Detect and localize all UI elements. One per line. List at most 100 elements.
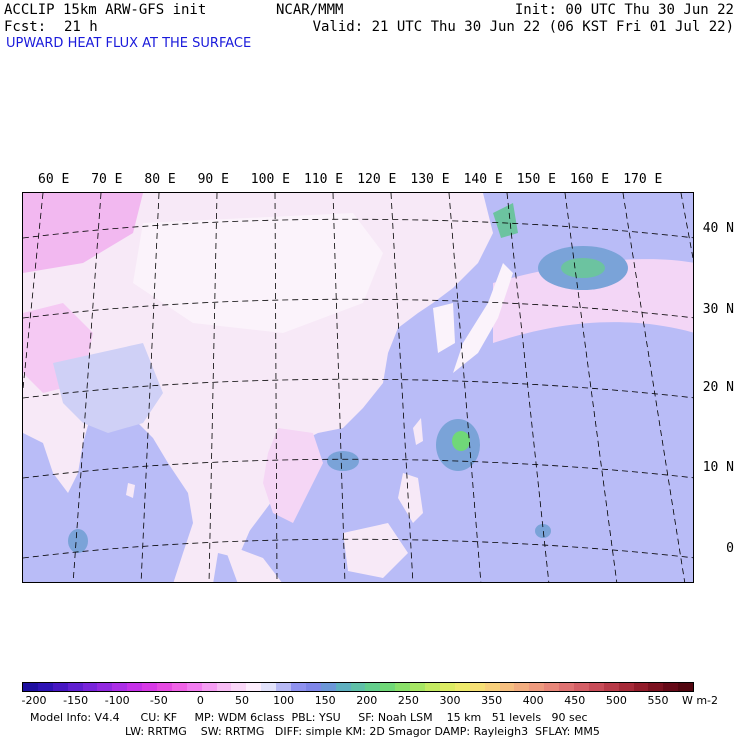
colorbar-swatch [216,683,232,691]
colorbar-tick-label: -200 [21,694,47,707]
colorbar [22,682,694,692]
valid-time: Valid: 21 UTC Thu 30 Jun 22 (06 KST Fri … [312,19,734,35]
colorbar-swatch [529,683,545,691]
graticule [23,193,693,582]
colorbar-swatch [305,683,321,691]
latitude-label: 20 N [702,380,734,395]
colorbar-tick-label: -100 [104,694,130,707]
pacific-pink-band [493,259,693,343]
colorbar-tick-label: 550 [647,694,669,707]
footer-physics-info: LW: RRTMG SW: RRTMG DIFF: simple KM: 2D … [125,725,600,738]
latitude-label: 30 N [702,302,734,317]
colorbar-tick-label: 350 [481,694,503,707]
colorbar-swatch [603,683,619,691]
colorbar-swatch [335,683,351,691]
colorbar-swatch [365,683,381,691]
colorbar-tick-label: 150 [314,694,336,707]
colorbar-tick-label: 500 [605,694,627,707]
colorbar-swatch [52,683,68,691]
colorbar-swatch [23,683,38,691]
colorbar-tick-label: 200 [356,694,378,707]
asia-landmass [23,193,493,582]
colorbar-swatch [246,683,262,691]
colorbar-tick-label: 400 [522,694,544,707]
footer-model-info: Model Info: V4.4 CU: KF MP: WDM 6class P… [30,711,588,724]
colorbar-swatch [573,683,589,691]
sumatra [223,543,282,582]
colorbar-swatch [380,683,396,691]
colorbar-swatch [291,683,306,691]
longitude-label: 160 E [570,172,610,187]
colorbar-swatch [454,683,470,691]
colorbar-swatch [678,683,694,691]
colorbar-tick-label: -50 [149,694,168,707]
colorbar-swatch [201,683,217,691]
map-canvas [23,193,693,582]
colorbar-swatch [618,683,634,691]
longitude-label: 140 E [463,172,503,187]
colorbar-swatch [559,683,574,691]
colorbar-swatch [499,683,515,691]
korea [433,303,455,353]
colorbar-swatch [648,683,664,691]
longitude-label: 110 E [304,172,344,187]
colorbar-tick-label: 0 [196,694,204,707]
colorbar-tick-label: 450 [564,694,586,707]
philippines [398,473,423,523]
colorbar-swatch [112,683,128,691]
borneo [343,523,408,578]
colorbar-swatch [320,683,336,691]
init-time: Init: 00 UTC Thu 30 Jun 22 [514,2,734,18]
latitude-label: 10 N [702,460,734,475]
longitude-label: 100 E [250,172,290,187]
model-name: ACCLIP 15km ARW-GFS init [4,2,207,18]
colorbar-swatch [37,683,53,691]
colorbar-swatch [276,683,292,691]
colorbar-swatch [186,683,202,691]
longitude-label: 170 E [623,172,663,187]
colorbar-swatch [157,683,172,691]
colorbar-swatch [142,683,158,691]
longitude-label: 70 E [91,172,123,187]
heat-flux-map [22,192,694,583]
colorbar-units: W m-2 [681,694,719,707]
colorbar-swatch [425,683,440,691]
fcst-label: Fcst: [4,19,47,35]
colorbar-tick-label: 300 [439,694,461,707]
colorbar-swatch [588,683,604,691]
fcst-value: 21 h [64,19,98,35]
colorbar-swatch [395,683,411,691]
longitude-label: 130 E [410,172,450,187]
colorbar-swatch [82,683,98,691]
longitude-label: 90 E [197,172,229,187]
colorbar-swatch [544,683,560,691]
longitude-label: 150 E [516,172,556,187]
colorbar-swatch [484,683,500,691]
colorbar-swatch [127,683,143,691]
colorbar-swatch [410,683,426,691]
longitude-label: 60 E [38,172,70,187]
colorbar-swatch [439,683,455,691]
colorbar-swatch [171,683,187,691]
indochina [263,428,323,523]
latitude-label: 0 [726,541,734,556]
latitude-label: 40 N [702,221,734,236]
colorbar-tick-label: 50 [235,694,249,707]
colorbar-swatch [67,683,83,691]
colorbar-swatch [663,683,679,691]
longitude-label: 120 E [357,172,397,187]
longitude-label: 80 E [144,172,176,187]
colorbar-swatch [97,683,113,691]
colorbar-tick-label: 100 [273,694,295,707]
japan [453,263,513,373]
org-name: NCAR/MMM [276,2,344,18]
field-title: UPWARD HEAT FLUX AT THE SURFACE [6,36,252,51]
colorbar-tick-label: -150 [63,694,89,707]
colorbar-swatch [261,683,277,691]
colorbar-swatch [350,683,366,691]
colorbar-swatch [231,683,247,691]
colorbar-swatch [469,683,485,691]
colorbar-swatch [514,683,530,691]
colorbar-tick-label: 250 [397,694,419,707]
colorbar-swatch [633,683,649,691]
